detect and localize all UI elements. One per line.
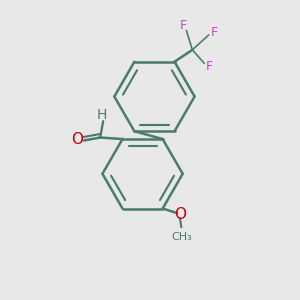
Text: CH₃: CH₃ [171, 232, 192, 242]
Text: H: H [97, 108, 107, 122]
Text: O: O [174, 207, 186, 222]
Text: F: F [206, 60, 213, 73]
Text: F: F [211, 26, 218, 38]
Text: F: F [179, 19, 186, 32]
Text: O: O [71, 131, 83, 146]
